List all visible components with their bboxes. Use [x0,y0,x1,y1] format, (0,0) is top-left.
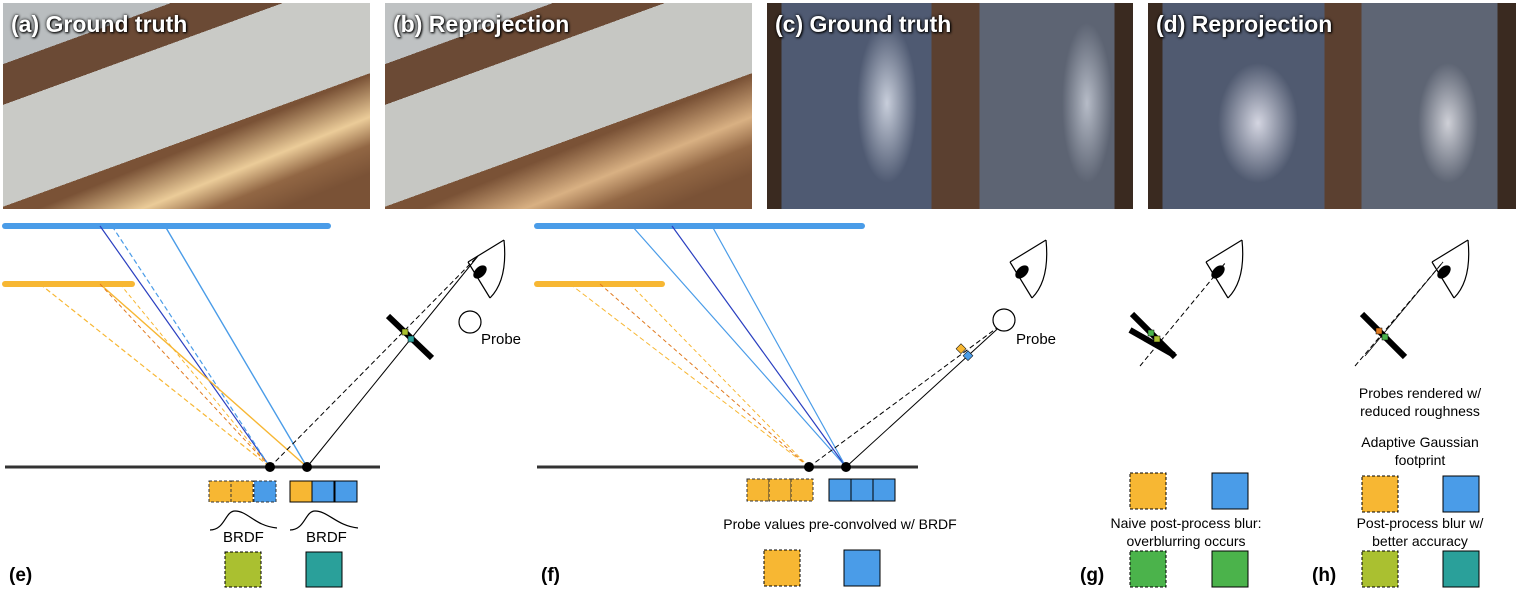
photo-ground-truth-sink: (a) Ground truth [3,3,370,209]
panel-f [534,223,1048,587]
probe-label-f: Probe [1016,331,1057,348]
probes-rendered-label-1: Probes rendered w/ [1358,385,1482,401]
preconvolved-label: Probe values pre-convolved w/ BRDF [723,516,957,532]
photo-ground-truth-bin: (c) Ground truth [767,3,1133,209]
photo-reprojection-bin: (d) Reprojection [1148,3,1516,209]
photo-reprojection-sink: (b) Reprojection [385,3,752,209]
probe-label-e: Probe [481,331,522,348]
adaptive-label-1: Adaptive Gaussian [1361,434,1479,450]
subfigure-label-h: (h) [1312,565,1337,586]
photo-caption-c: (c) Ground truth [775,11,952,37]
brdf-label-left: BRDF [223,529,264,546]
panel-g [1128,239,1249,588]
better-blur-label-2: better accuracy [1372,533,1468,549]
photo-caption-b: (b) Reprojection [393,11,570,37]
better-blur-label-1: Post-process blur w/ [1356,515,1484,531]
adaptive-label-2: footprint [1394,452,1446,468]
panel-e [2,223,506,588]
subfigure-label-g: (g) [1080,565,1105,586]
panel-h [1354,239,1480,588]
probes-rendered-label-2: reduced roughness [1360,403,1480,419]
subfigure-label-f: (f) [541,565,560,586]
brdf-label-right: BRDF [306,529,347,546]
naive-blur-label-1: Naive post-process blur: [1110,515,1262,531]
naive-blur-label-2: overblurring occurs [1126,533,1246,549]
photo-caption-a: (a) Ground truth [11,11,188,37]
photo-caption-d: (d) Reprojection [1156,11,1333,37]
subfigure-label-e: (e) [9,565,33,586]
